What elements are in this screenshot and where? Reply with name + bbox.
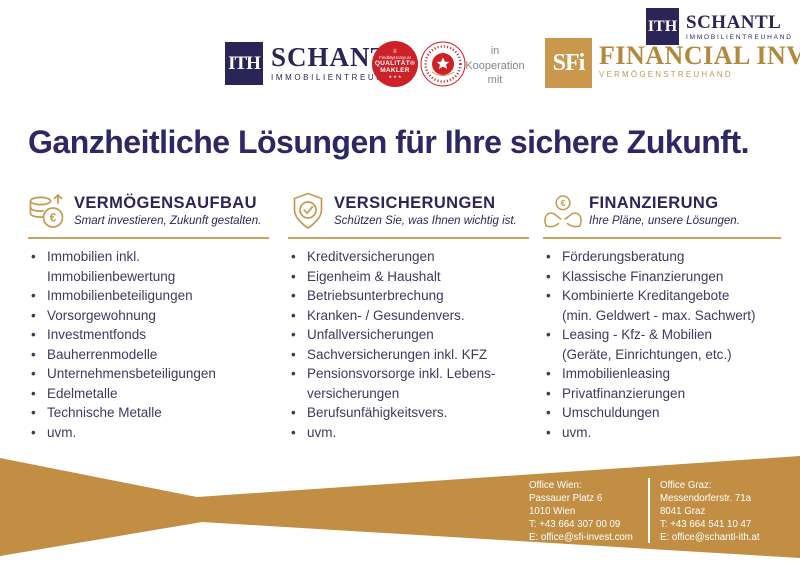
list-item: Bauherrenmodelle [30,345,273,365]
financial-invest-wordmark: FINANCIAL INVEST [599,41,800,70]
immobilientreuhand-label-small: IMMOBILIENTREUHAND [686,34,793,41]
shield-check-icon [293,192,323,229]
list-item: Immobilienbeteiligungen [30,286,273,306]
list-item: Investmentfonds [30,325,273,345]
gold-divider [543,237,781,239]
office-phone: T: +43 664 307 00 09 [529,518,621,530]
versicherungen-list: Kreditversicherungen Eigenheim & Haushal… [290,247,533,442]
list-item: Unternehmensbeteiligungen [30,364,273,384]
column-subtitle: Ihre Pläne, unsere Lösungen. [589,215,740,227]
crown-icon: ♕ [392,48,398,55]
hands-euro-icon: € [544,195,582,228]
list-item: Technische Metalle [30,403,273,423]
vermoegensaufbau-list: Immobilien inkl. Immobilienbewertung Imm… [30,247,273,442]
list-item: uvm. [30,423,273,443]
vermoegenstreuhand-label: VERMÖGENSTREUHAND [599,70,733,79]
list-item: Umschuldungen [545,403,785,423]
column-finanzierung: € FINANZIERUNG Ihre Pläne, unsere Lösung… [543,190,785,442]
column-vermoegensaufbau: € VERMÖGENSAUFBAU Smart investieren, Zuk… [28,190,273,442]
schantl-logo-small: SCHANTL IMMOBILIENTREUHAND [686,13,793,41]
header-logo-group: ITH SCHANTL IMMOBILIENTREUHAND ♕ FindMyH… [225,38,800,92]
office-phone: T: +43 664 541 10 47 [660,518,752,530]
svg-text:€: € [50,213,57,225]
badge-brand-label: FindMyHome.at [379,54,411,60]
office-street: Passauer Platz 6 [529,492,603,504]
office-city: 8041 Graz [660,505,706,517]
sfi-monogram-logo: SFi [545,38,592,88]
list-item: Klassische Finanzierungen [545,267,785,287]
office-email: E: office@sfi-invest.com [529,531,633,543]
immobilientreuhand-label: IMMOBILIENTREUHAND [271,73,410,82]
list-item: Privatfinanzierungen [545,384,785,404]
list-item: Leasing - Kfz- & Mobilien (Geräte, Einri… [545,325,785,364]
badge-makler-label: MAKLER [380,67,410,75]
cooperation-line: mit [487,74,503,86]
list-item: Sachversicherungen inkl. KFZ [290,345,533,365]
badge-qualitaet-label: QUALITÄT® [374,59,416,67]
office-email: E: office@schantl-ith.at [660,531,760,543]
office-label: Office Graz: [660,480,712,491]
list-item: Vorsorgewohnung [30,306,273,326]
ith-monogram-logo-small: ITH [646,8,679,45]
column-title: VERSICHERUNGEN [334,194,496,212]
list-item: Kranken- / Gesundenvers. [290,306,533,326]
cooperation-line: in [490,45,500,57]
list-item: Immobilien inkl. Immobilienbewertung [30,247,273,286]
column-versicherungen: VERSICHERUNGEN Schützen Sie, was Ihnen w… [288,190,533,442]
finanzierung-list: Förderungsberatung Klassische Finanzieru… [545,247,785,442]
office-wien-block: Office Wien: Passauer Platz 6 1010 Wien … [529,480,633,545]
list-item: uvm. [290,423,533,443]
cooperation-text: in Kooperation mit [457,44,533,88]
austrian-seal-badge [420,41,466,87]
office-city: 1010 Wien [529,505,576,517]
page-title: Ganzheitliche Lösungen für Ihre sichere … [28,124,749,160]
list-item: Unfallversicherungen [290,325,533,345]
list-item: Förderungsberatung [545,247,785,267]
badge-stars: ★ ★ ★ [388,73,402,79]
office-label: Office Wien: [529,480,582,491]
column-subtitle: Smart investieren, Zukunft gestalten. [74,215,262,227]
financial-invest-logo: FINANCIAL INVEST VERMÖGENSTREUHAND [599,41,800,80]
column-title: FINANZIERUNG [589,194,719,212]
office-graz-block: Office Graz: Messendorferstr. 71a 8041 G… [660,480,760,545]
list-item: Pensionsvorsorge inkl. Lebens- versicher… [290,364,533,403]
gold-divider [288,237,529,239]
office-divider-line [648,478,650,543]
list-item: Kreditversicherungen [290,247,533,267]
list-item: Berufsunfähigkeitsvers. [290,403,533,423]
office-street: Messendorferstr. 71a [660,492,751,504]
coins-euro-growth-icon: € [29,194,64,228]
corner-logo-group: ITH SCHANTL IMMOBILIENTREUHAND [646,8,796,48]
list-item: Edelmetalle [30,384,273,404]
list-item: Kombinierte Kreditangebote (min. Geldwer… [545,286,785,325]
list-item: uvm. [545,423,785,443]
column-subtitle: Schützen Sie, was Ihnen wichtig ist. [334,215,517,227]
ith-monogram-logo: ITH [225,42,263,85]
cooperation-line: Kooperation [465,59,525,72]
svg-text:€: € [561,198,566,208]
column-title: VERMÖGENSAUFBAU [74,194,257,212]
list-item: Immobilienleasing [545,364,785,384]
list-item: Eigenheim & Haushalt [290,267,533,287]
list-item: Betriebsunterbrechung [290,286,533,306]
gold-divider [28,237,269,239]
schantl-wordmark-small: SCHANTL [686,12,782,33]
quality-makler-badge: ♕ FindMyHome.at QUALITÄT® MAKLER ★ ★ ★ [372,41,418,87]
